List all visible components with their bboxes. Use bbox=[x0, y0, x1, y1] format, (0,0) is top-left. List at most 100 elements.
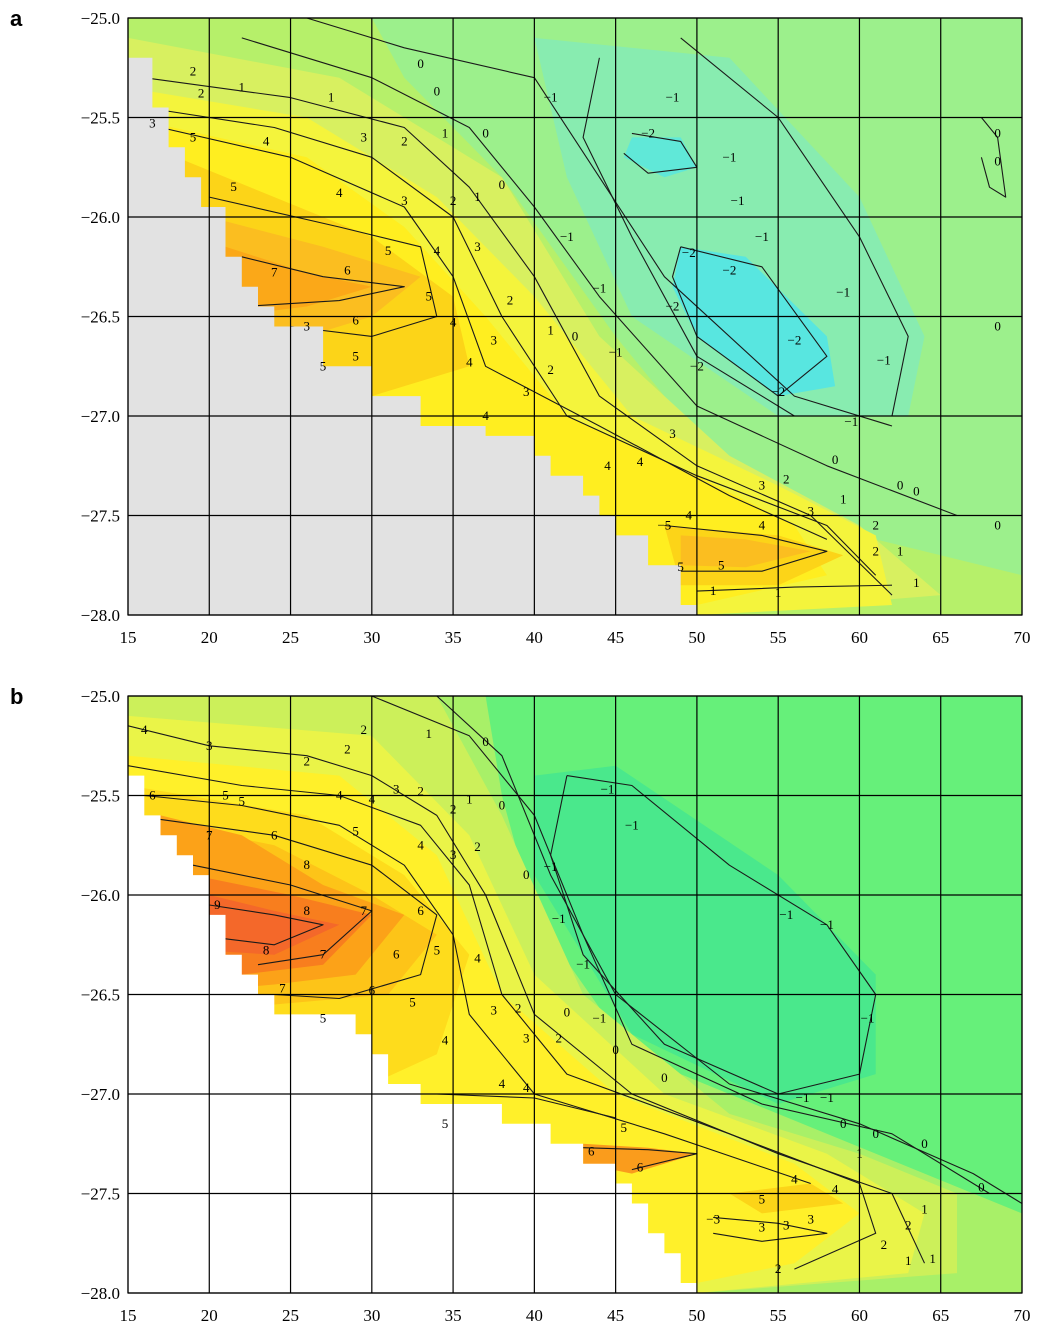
contour-label: 4 bbox=[832, 1182, 839, 1197]
contour-label: 5 bbox=[320, 1010, 327, 1025]
contour-label: 2 bbox=[304, 754, 311, 769]
x-tick-label: 15 bbox=[120, 1306, 137, 1325]
y-tick-label: −26.5 bbox=[81, 986, 120, 1005]
x-tick-label: 20 bbox=[201, 628, 218, 647]
x-tick-label: 45 bbox=[607, 628, 624, 647]
contour-label: 3 bbox=[523, 1030, 530, 1045]
x-tick-label: 30 bbox=[363, 1306, 380, 1325]
contour-label: 5 bbox=[442, 1116, 449, 1131]
contour-label: 2 bbox=[783, 472, 790, 487]
contour-label: 3 bbox=[807, 504, 814, 519]
y-tick-label: −27.5 bbox=[81, 507, 120, 526]
contour-label: 0 bbox=[913, 484, 920, 499]
contour-label: −1 bbox=[796, 1090, 810, 1105]
contour-label: 7 bbox=[271, 265, 278, 280]
x-tick-label: 65 bbox=[932, 628, 949, 647]
contour-label: 0 bbox=[499, 177, 506, 192]
contour-label: 1 bbox=[474, 189, 481, 204]
contour-label: 4 bbox=[759, 517, 766, 532]
contour-label: 3 bbox=[149, 115, 156, 130]
y-tick-label: −25.5 bbox=[81, 787, 120, 806]
contour-label: 7 bbox=[360, 903, 367, 918]
map-panel-a: a 2 2 1 0 0 1 −1 −1 3 5 4 3 2 1 0 −2 0 0 −1 5 4 3 2 1 0 −1 −1 5 4 3 −2… bbox=[0, 0, 1040, 666]
contour-label: −1 bbox=[836, 285, 850, 300]
contour-label: −1 bbox=[820, 917, 834, 932]
contour-label: 1 bbox=[840, 492, 847, 507]
contour-label: 3 bbox=[450, 847, 457, 862]
contour-label: −1 bbox=[576, 957, 590, 972]
contour-label: 3 bbox=[807, 1211, 814, 1226]
contour-label: 2 bbox=[547, 362, 554, 377]
plot-frame bbox=[127, 17, 1023, 616]
contour-line bbox=[160, 126, 828, 540]
x-tick-label: 35 bbox=[445, 628, 462, 647]
contour-label: 4 bbox=[499, 1076, 506, 1091]
contour-label: −1 bbox=[544, 859, 558, 874]
contour-label: 0 bbox=[572, 328, 579, 343]
contour-label: −1 bbox=[844, 414, 858, 429]
contour-label: 5 bbox=[718, 557, 725, 572]
contour-label: 0 bbox=[482, 125, 489, 140]
contour-label: 3 bbox=[401, 193, 408, 208]
contour-label: 8 bbox=[304, 857, 311, 872]
colour-band bbox=[225, 246, 372, 317]
contour-label: −1 bbox=[820, 1090, 834, 1105]
contour-label: 0 bbox=[434, 84, 441, 99]
contour-label: −1 bbox=[722, 149, 736, 164]
x-tick-label: 45 bbox=[607, 1306, 624, 1325]
contour-label: 4 bbox=[791, 1172, 798, 1187]
x-tick-label: 70 bbox=[1014, 628, 1031, 647]
contour-label: −1 bbox=[666, 90, 680, 105]
plot-frame bbox=[127, 695, 1023, 1294]
contour-label: 4 bbox=[336, 185, 343, 200]
y-tick-label: −27.0 bbox=[81, 1085, 120, 1104]
contour-label: 5 bbox=[677, 559, 684, 574]
y-tick-label: −25.0 bbox=[81, 9, 120, 28]
contour-label: 1 bbox=[897, 543, 904, 558]
x-tick-label: 70 bbox=[1014, 1306, 1031, 1325]
contour-label: 2 bbox=[190, 64, 197, 79]
contour-label: −1 bbox=[755, 229, 769, 244]
contour-label: 6 bbox=[369, 983, 376, 998]
x-tick-label: 40 bbox=[526, 1306, 543, 1325]
contour-label: 4 bbox=[434, 243, 441, 258]
contour-label: 1 bbox=[929, 1251, 936, 1266]
contour-label: 1 bbox=[913, 575, 920, 590]
x-tick-label: 35 bbox=[445, 1306, 462, 1325]
contour-line bbox=[664, 524, 828, 572]
contour-label: 8 bbox=[263, 943, 270, 958]
contour-label: −2 bbox=[641, 125, 655, 140]
contour-label: −1 bbox=[731, 193, 745, 208]
contour-label: 0 bbox=[523, 867, 530, 882]
contour-label: −2 bbox=[788, 332, 802, 347]
contour-label: −3 bbox=[706, 1211, 720, 1226]
contour-line bbox=[209, 904, 324, 946]
contour-label: 5 bbox=[385, 243, 392, 258]
contour-line bbox=[980, 117, 1007, 198]
x-tick-label: 55 bbox=[770, 628, 787, 647]
contour-label: 2 bbox=[474, 839, 481, 854]
contour-label: 2 bbox=[401, 133, 408, 148]
contour-line bbox=[209, 196, 438, 337]
contour-label: 5 bbox=[190, 129, 197, 144]
contour-label: 5 bbox=[759, 1191, 766, 1206]
contour-label: 6 bbox=[637, 1160, 644, 1175]
contour-label: −1 bbox=[861, 1010, 875, 1025]
contour-label: 6 bbox=[393, 947, 400, 962]
contour-label: 1 bbox=[442, 125, 449, 140]
contour-label: 0 bbox=[417, 56, 424, 71]
colour-band bbox=[534, 37, 925, 417]
contour-label: 7 bbox=[320, 947, 327, 962]
contour-label: 2 bbox=[872, 517, 879, 532]
x-tick-label: 15 bbox=[120, 628, 137, 647]
contour-label: 6 bbox=[344, 263, 351, 278]
contour-label: 1 bbox=[547, 322, 554, 337]
contour-line bbox=[241, 256, 405, 308]
x-tick-label: 25 bbox=[282, 628, 299, 647]
x-tick-label: 65 bbox=[932, 1306, 949, 1325]
contour-label: 2 bbox=[360, 722, 367, 737]
contour-label: 0 bbox=[872, 1126, 879, 1141]
contour-label: 4 bbox=[263, 133, 270, 148]
contour-label: 4 bbox=[141, 722, 148, 737]
contour-label: 2 bbox=[775, 1261, 782, 1276]
